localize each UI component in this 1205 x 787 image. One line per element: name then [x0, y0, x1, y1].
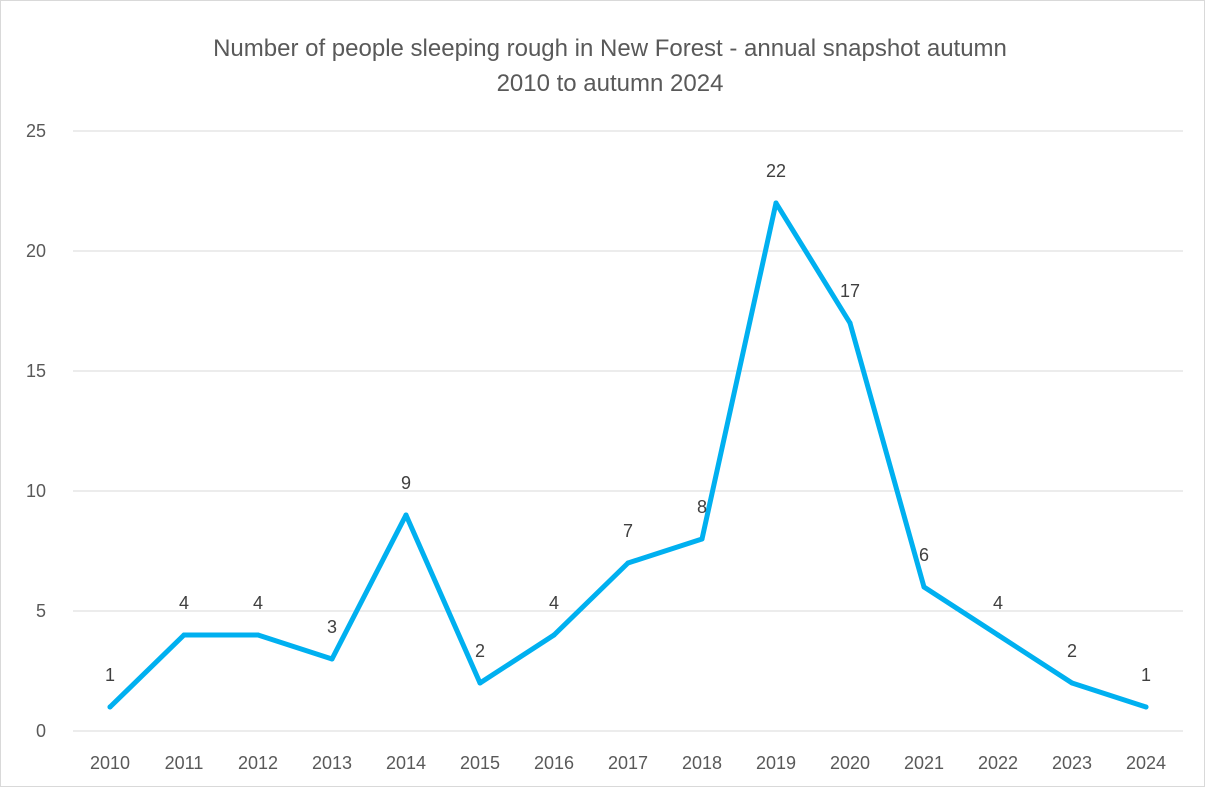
data-label: 2 — [475, 641, 485, 661]
data-label: 6 — [919, 545, 929, 565]
y-tick-label: 5 — [36, 601, 46, 621]
data-point — [477, 680, 483, 686]
x-tick-label: 2011 — [165, 753, 204, 773]
y-tick-label: 25 — [26, 121, 46, 141]
data-point — [699, 536, 705, 542]
data-label: 1 — [1141, 665, 1151, 685]
data-label: 1 — [105, 665, 115, 685]
y-tick-label: 10 — [26, 481, 46, 501]
data-point — [403, 512, 409, 518]
x-tick-label: 2021 — [904, 753, 944, 773]
x-tick-label: 2019 — [756, 753, 796, 773]
y-tick-label: 15 — [26, 361, 46, 381]
x-axis: 2010 2011 2012 2013 2014 2015 2016 2017 2018 2019… — [90, 753, 1166, 773]
data-point — [1069, 680, 1075, 686]
data-label: 4 — [253, 593, 263, 613]
x-tick-label: 2024 — [1126, 753, 1166, 773]
data-point — [773, 200, 779, 206]
chart-title: Number of people sleeping rough in New F… — [213, 35, 1007, 97]
chart-title-line-2: 2010 to autumn 2024 — [497, 70, 724, 97]
data-point — [551, 632, 557, 638]
data-label: 7 — [623, 521, 633, 541]
series-line — [107, 200, 1149, 710]
y-tick-label: 0 — [36, 721, 46, 741]
x-tick-label: 2020 — [830, 753, 870, 773]
data-point — [107, 704, 113, 710]
x-tick-label: 2015 — [460, 753, 500, 773]
data-point — [1143, 704, 1149, 710]
gridlines — [73, 130, 1183, 732]
data-labels: 1 4 4 3 9 2 4 7 8 22 17 6 4 2 1 — [105, 161, 1151, 685]
data-label: 17 — [840, 281, 860, 301]
data-label: 4 — [993, 593, 1003, 613]
x-tick-label: 2022 — [978, 753, 1018, 773]
data-point — [625, 560, 631, 566]
data-point — [181, 632, 187, 638]
x-tick-label: 2013 — [312, 753, 352, 773]
data-point — [329, 656, 335, 662]
data-label: 4 — [179, 593, 189, 613]
y-tick-label: 20 — [26, 241, 46, 261]
x-tick-label: 2016 — [534, 753, 574, 773]
data-point — [255, 632, 261, 638]
x-tick-label: 2023 — [1052, 753, 1092, 773]
x-tick-label: 2012 — [238, 753, 278, 773]
data-point — [921, 584, 927, 590]
data-point — [995, 632, 1001, 638]
data-label: 3 — [327, 617, 337, 637]
data-label: 4 — [549, 593, 559, 613]
x-tick-label: 2018 — [682, 753, 722, 773]
data-point — [847, 320, 853, 326]
x-tick-label: 2017 — [608, 753, 648, 773]
series-line-0 — [107, 200, 1149, 710]
data-label: 22 — [766, 161, 786, 181]
chart-title-line-1: Number of people sleeping rough in New F… — [213, 35, 1007, 62]
data-label: 2 — [1067, 641, 1077, 661]
y-axis: 0 5 10 15 20 25 — [26, 121, 46, 741]
data-label: 8 — [697, 497, 707, 517]
x-tick-label: 2014 — [386, 753, 426, 773]
data-label: 9 — [401, 473, 411, 493]
x-tick-label: 2010 — [90, 753, 130, 773]
